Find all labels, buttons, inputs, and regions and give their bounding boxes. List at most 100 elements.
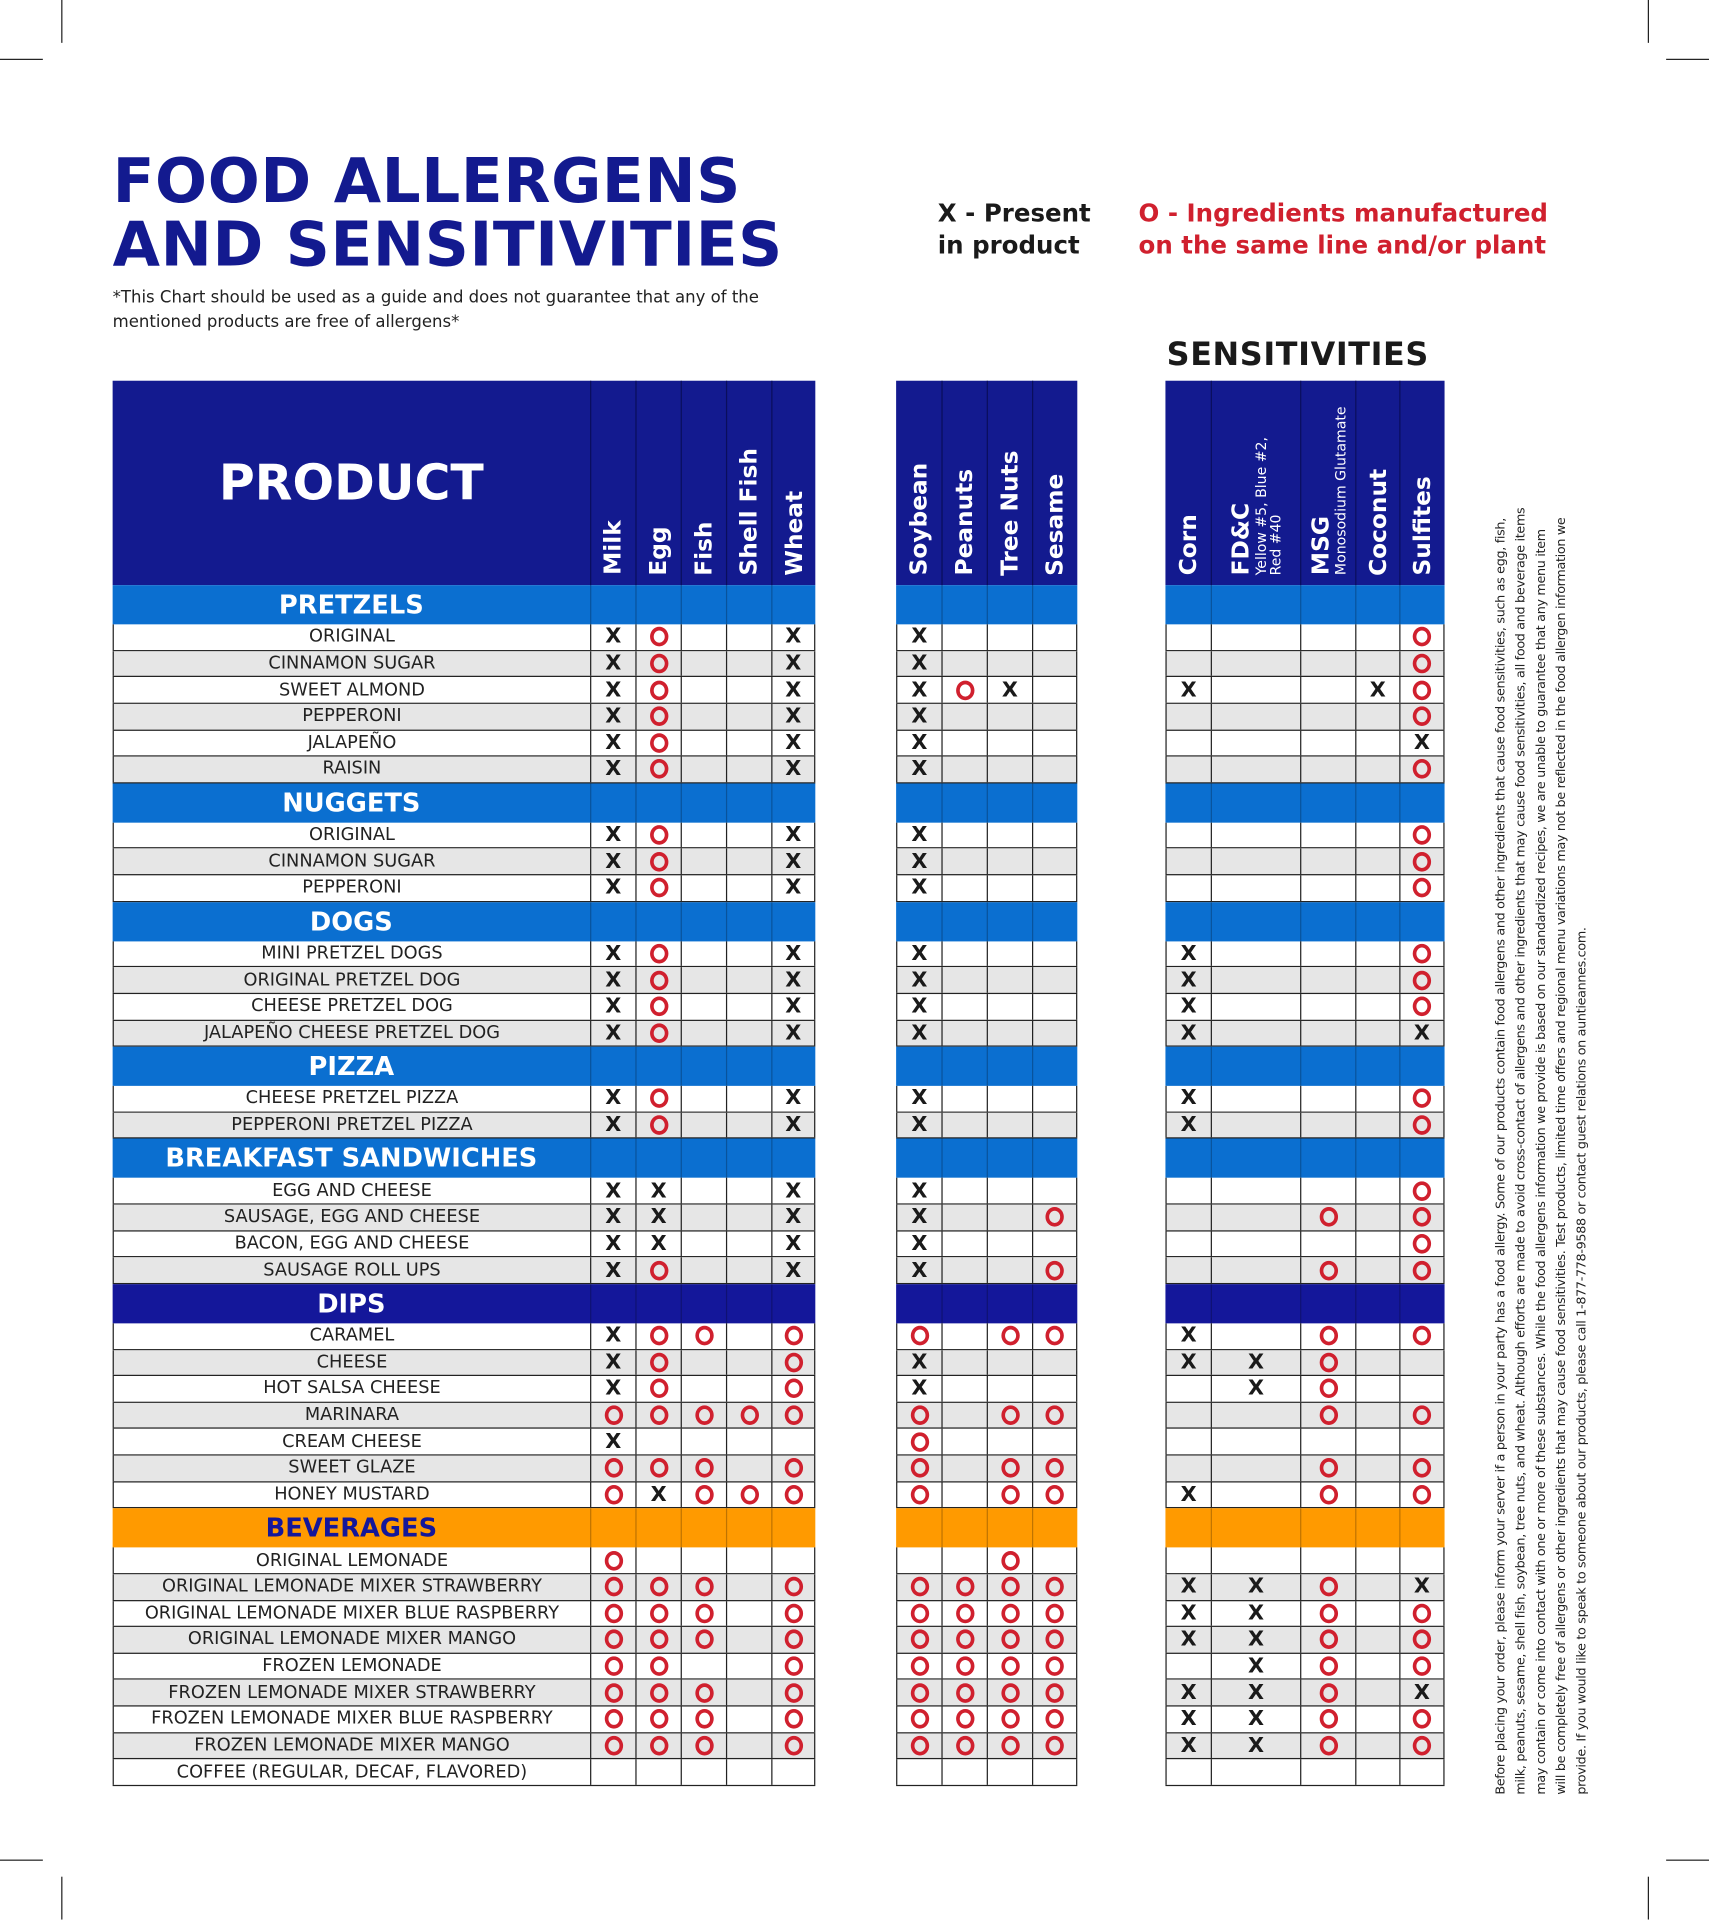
section-cell: [680, 1138, 726, 1179]
section-header-beverages: BEVERAGES: [112, 1508, 816, 1548]
product-name: CINNAMON SUGAR: [268, 653, 436, 674]
section-header-nuggets: [1165, 783, 1445, 823]
product-cell: BACON, EGG AND CHEESE: [112, 1231, 590, 1257]
section-cell: [590, 1046, 635, 1087]
mark-cell: [1355, 1600, 1399, 1626]
cross-contact-mark: [1412, 1405, 1432, 1426]
mark-cell: [1300, 1733, 1355, 1759]
table-row: [896, 1680, 1078, 1707]
cross-contact-mark: [1412, 1458, 1432, 1478]
cross-contact-mark: [955, 1709, 974, 1729]
mark-cell: [896, 1429, 941, 1455]
mark-cell: [680, 1178, 726, 1204]
mark-cell: [1355, 1257, 1399, 1283]
mark-cell: X: [590, 967, 635, 993]
mark-cell: [1032, 1733, 1078, 1759]
mark-cell: [590, 1455, 635, 1481]
mark-cell: [1032, 1482, 1078, 1508]
mark-cell: [1355, 848, 1399, 875]
mark-cell: [1355, 940, 1399, 967]
table-row: BACON, EGG AND CHEESE X X X: [112, 1231, 816, 1258]
section-cell: [1399, 1508, 1444, 1548]
mark-cell: [771, 1482, 816, 1508]
mark-cell: X: [1165, 967, 1210, 993]
table-row: RAISIN X X: [112, 756, 816, 784]
table-row: MARINARA: [112, 1402, 816, 1430]
product-name: ORIGINAL LEMONADE MIXER MANGO: [187, 1629, 517, 1650]
section-cell: [986, 901, 1032, 941]
column-header-corn: Corn: [1165, 381, 1210, 585]
section-label: PIZZA: [308, 1051, 395, 1082]
mark-cell: X: [896, 1086, 941, 1112]
cross-contact-mark: [1319, 1682, 1338, 1703]
mark-cell: [941, 703, 986, 730]
section-header-pizza: [896, 1046, 1078, 1087]
present-mark: X: [605, 730, 622, 756]
section-label: BREAKFAST SANDWICHES: [165, 1143, 538, 1174]
sensitivities-heading: SENSITIVITIES: [1166, 336, 1429, 374]
mark-cell: [725, 1257, 771, 1283]
cross-contact-mark: [694, 1405, 714, 1426]
mark-cell: [680, 1020, 726, 1046]
mark-cell: [986, 1653, 1032, 1679]
mark-cell: X: [771, 822, 816, 848]
cross-contact-mark: [649, 1735, 668, 1756]
mark-cell: X: [1165, 1349, 1210, 1375]
mark-cell: X: [1165, 1733, 1210, 1759]
section-cell: [1210, 1284, 1300, 1324]
section-cell: [1300, 1508, 1355, 1548]
mark-cell: [1300, 1402, 1355, 1428]
cross-contact-mark: [1045, 1709, 1064, 1729]
table-row: X: [896, 1376, 1078, 1403]
cross-contact-mark: [649, 1603, 668, 1624]
cross-contact-mark: [955, 1656, 974, 1677]
present-mark: X: [605, 822, 622, 848]
mark-cell: [1032, 730, 1078, 756]
cross-contact-mark: [1319, 1458, 1338, 1478]
title-line: FOOD ALLERGENS: [112, 145, 741, 217]
table-row: [896, 1733, 1078, 1760]
present-mark: X: [785, 624, 802, 650]
present-mark: X: [1369, 677, 1386, 703]
mark-cell: X: [896, 1257, 941, 1283]
cross-contact-mark: [1412, 627, 1432, 647]
mark-cell: [1032, 1429, 1078, 1455]
mark-cell: X: [896, 875, 941, 901]
product-name: CINNAMON SUGAR: [268, 851, 436, 872]
table-row: ORIGINAL LEMONADE MIXER STRAWBERRY: [112, 1574, 816, 1601]
product-name: EGG AND CHEESE: [272, 1180, 432, 1201]
mark-cell: [725, 1547, 771, 1573]
mark-cell: [1399, 1759, 1445, 1785]
mark-cell: X: [590, 1376, 635, 1402]
cross-contact-mark: [784, 1484, 803, 1505]
table-row: [1165, 1178, 1445, 1205]
product-name: ORIGINAL PRETZEL DOG: [243, 970, 461, 990]
mark-cell: [1300, 993, 1355, 1020]
mark-cell: [1165, 756, 1210, 782]
mark-cell: X: [590, 730, 635, 756]
present-mark: X: [785, 994, 802, 1019]
mark-cell: [771, 1574, 816, 1600]
table-row: CREAM CHEESE X: [112, 1429, 816, 1456]
mark-cell: [986, 1547, 1032, 1573]
mark-cell: [941, 1204, 986, 1230]
cross-contact-mark: [1412, 1180, 1432, 1201]
section-cell: [1210, 1508, 1300, 1548]
mark-cell: [725, 1020, 771, 1046]
mark-cell: [635, 1086, 680, 1112]
column-label-text: Soybean: [905, 462, 933, 576]
present-mark: X: [1247, 1601, 1265, 1626]
mark-cell: [680, 677, 726, 703]
cross-contact-mark: [910, 1431, 929, 1452]
mark-cell: [771, 1759, 816, 1785]
cross-contact-mark: [1412, 943, 1432, 964]
mark-cell: X: [590, 1323, 635, 1349]
mark-cell: [1210, 756, 1300, 782]
section-cell: [635, 585, 680, 625]
mark-cell: X: [1165, 1680, 1210, 1706]
table-row: [1165, 848, 1445, 876]
product-cell: FROZEN LEMONADE MIXER BLUE RASPBERRY: [112, 1706, 590, 1732]
section-header-dogs: [1165, 901, 1445, 941]
cross-contact-mark: [604, 1709, 623, 1729]
mark-cell: [941, 1112, 986, 1138]
